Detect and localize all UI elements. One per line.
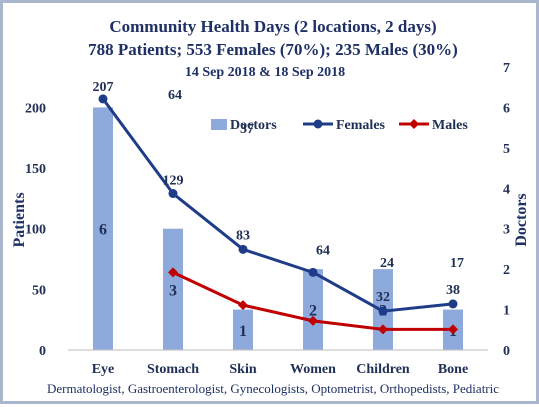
y-left-tick-50: 50 xyxy=(32,283,46,298)
y-right-tick-6: 6 xyxy=(503,101,510,116)
bar-doctors-skin xyxy=(233,309,253,350)
x-tick-label-eye: Eye xyxy=(92,362,115,377)
bar-doctors-women xyxy=(303,269,323,350)
legend-label-females: Females xyxy=(336,118,386,133)
data-label-females-stomach: 129 xyxy=(163,174,184,189)
x-tick-label-children: Children xyxy=(356,362,410,377)
bar-label-doctors-stomach: 3 xyxy=(169,282,177,299)
bar-label-doctors-skin: 1 xyxy=(239,323,247,340)
marker-males-women xyxy=(308,315,318,326)
y-right-tick-4: 4 xyxy=(503,182,510,197)
legend: Doctors Females Males xyxy=(211,118,468,133)
marker-females-skin xyxy=(238,244,248,254)
data-label-females-women: 64 xyxy=(316,243,330,258)
marker-females-stomach xyxy=(168,189,178,199)
line-females xyxy=(101,98,454,313)
y-left-tick-200: 200 xyxy=(25,101,46,116)
data-labels-layer: 207 129 83 64 32 38 64 37 24 17 xyxy=(93,80,465,305)
y-right-tick-3: 3 xyxy=(503,223,510,238)
legend-label-males: Males xyxy=(432,118,468,133)
x-tick-label-women: Women xyxy=(290,362,336,377)
marker-males-skin xyxy=(238,300,248,311)
marker-females-women xyxy=(308,267,318,277)
y-left-tick-100: 100 xyxy=(25,223,46,238)
legend-marker-males xyxy=(409,119,419,129)
y-right-axis-title: Doctors xyxy=(513,193,530,246)
data-label-males-skin: 37 xyxy=(240,122,254,137)
lines-layer xyxy=(98,94,458,335)
marker-females-bone xyxy=(448,299,458,309)
bar-doctors-eye xyxy=(93,107,113,350)
chart-subtitle: 788 Patients; 553 Females (70%); 235 Mal… xyxy=(88,40,458,59)
marker-males-stomach xyxy=(168,267,178,278)
y-right-tick-1: 1 xyxy=(503,304,510,319)
y-right-tick-0: 0 xyxy=(503,344,510,359)
legend-marker-females xyxy=(313,119,323,129)
data-label-males-children: 24 xyxy=(380,256,394,271)
legend-label-doctors: Doctors xyxy=(230,118,277,133)
y-left-tick-0: 0 xyxy=(39,344,46,359)
marker-males-children xyxy=(378,324,388,335)
data-label-males-stomach: 64 xyxy=(168,88,182,103)
x-tick-label-stomach: Stomach xyxy=(147,362,199,377)
x-tick-label-bone: Bone xyxy=(438,362,468,377)
chart-date-line: 14 Sep 2018 & 18 Sep 2018 xyxy=(185,65,345,80)
data-label-females-children: 32 xyxy=(376,290,390,305)
bar-doctors-stomach xyxy=(163,228,183,350)
legend-swatch-doctors xyxy=(211,119,227,130)
y-left-tick-150: 150 xyxy=(25,162,46,177)
y-right-axis: 0 1 2 3 4 5 6 7 xyxy=(503,61,510,359)
data-label-males-bone: 17 xyxy=(450,256,464,271)
x-axis: Eye Stomach Skin Women Children Bone xyxy=(68,349,488,377)
bar-label-doctors-eye: 6 xyxy=(99,222,107,239)
y-left-axis-title: Patients xyxy=(11,192,28,247)
chart-title: Community Health Days (2 locations, 2 da… xyxy=(109,17,436,36)
marker-females-eye xyxy=(98,94,108,104)
chart-svg: Community Health Days (2 locations, 2 da… xyxy=(11,17,530,396)
marker-males-bone xyxy=(448,324,458,335)
x-tick-label-skin: Skin xyxy=(229,362,256,377)
y-right-tick-2: 2 xyxy=(503,263,510,278)
footnote: Dermatologist, Gastroenterologist, Gynec… xyxy=(47,381,499,396)
data-label-females-skin: 83 xyxy=(236,228,250,243)
data-label-females-eye: 207 xyxy=(93,80,114,95)
y-right-tick-7: 7 xyxy=(503,61,510,76)
marker-females-children xyxy=(378,306,388,316)
y-right-tick-5: 5 xyxy=(503,142,510,157)
y-left-axis: 0 50 100 150 200 xyxy=(25,101,46,359)
bar-label-doctors-women: 2 xyxy=(309,303,317,320)
data-label-females-bone: 38 xyxy=(446,283,460,298)
